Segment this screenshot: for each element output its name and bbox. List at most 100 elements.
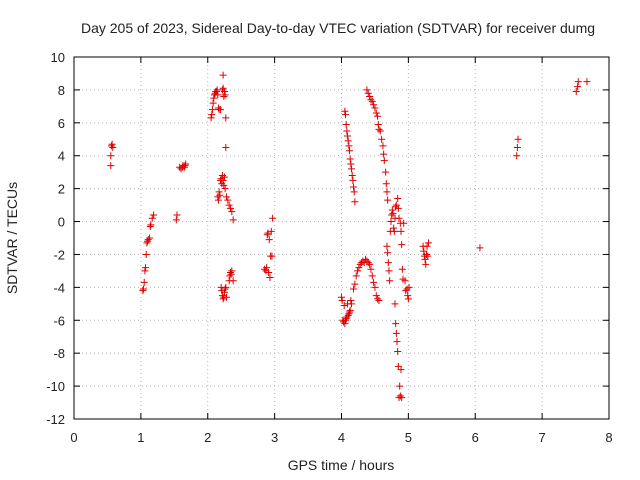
data-point [228,208,236,216]
data-point [390,224,398,232]
data-point [222,283,230,291]
data-point [212,88,220,96]
data-point [229,216,237,224]
data-point [366,260,374,268]
data-point [384,249,392,257]
data-point [367,96,375,104]
data-point [374,120,382,128]
data-point [220,288,228,296]
data-point [147,221,155,229]
data-point [368,97,376,105]
data-point [379,142,387,150]
data-point [347,160,355,168]
data-point [380,157,388,165]
data-point [220,92,228,100]
data-point [347,297,355,305]
data-point [219,84,227,92]
data-point [398,394,406,402]
data-point [340,301,348,309]
y-tick-label: 8 [58,83,65,98]
data-point [338,293,345,301]
data-point [397,227,405,235]
data-point [265,269,273,277]
data-point [148,214,156,222]
data-point [341,107,349,115]
data-point [346,147,354,155]
grid [74,57,609,419]
data-point [380,150,388,158]
data-point [341,320,349,328]
data-point [208,106,216,114]
data-point [182,160,190,168]
data-point [513,144,521,151]
x-tick-label: 1 [137,430,144,445]
data-point [367,265,375,273]
data-point [350,188,358,196]
data-point [221,91,229,99]
data-point [349,176,357,184]
data-point [394,348,402,356]
data-point [224,196,232,204]
data-point [350,285,358,293]
data-point [368,272,376,280]
data-point [384,259,392,267]
data-point [396,382,404,390]
data-point [345,142,353,150]
data-point [109,144,117,151]
data-point [574,78,582,86]
data-point [210,94,218,102]
data-point [514,135,522,143]
data-point [268,252,276,260]
data-point [476,244,484,252]
data-point [226,204,234,212]
x-tick-label: 2 [204,430,211,445]
y-tick-label: -12 [46,412,65,427]
data-point [391,300,399,308]
data-point [222,144,230,151]
data-point [108,140,116,148]
x-tick-label: 6 [472,430,479,445]
data-point [143,239,151,247]
data-point [107,162,115,170]
y-tick-label: -2 [53,247,65,262]
data-point [342,120,350,128]
data-point [395,214,403,222]
data-point [389,209,397,217]
data-point [209,99,217,107]
data-point [364,259,372,267]
data-point [338,297,346,305]
data-point [222,193,230,201]
data-point [345,310,353,318]
data-point [375,297,383,305]
data-point [150,211,158,219]
x-tick-label: 8 [605,430,612,445]
data-point [583,78,591,86]
data-point [404,295,412,303]
data-point [383,242,391,250]
data-point [382,168,390,176]
data-point [228,267,236,275]
data-point [219,176,227,184]
data-point [378,135,386,143]
data-point [376,127,384,135]
data-point [384,196,392,204]
data-point [513,152,521,160]
data-point [144,236,152,244]
data-point [422,250,430,258]
data-point [348,165,356,173]
data-point [343,127,351,135]
data-point [364,89,372,97]
data-point [352,272,360,280]
data-point [229,277,237,285]
data-point [346,155,354,163]
data-point [385,267,393,275]
data-point [423,242,431,250]
data-point [354,267,362,275]
data-point [172,216,180,224]
data-point [372,292,380,300]
data-point [219,71,227,79]
data-point [269,214,277,222]
data-point [265,236,273,244]
data-point [398,265,406,273]
